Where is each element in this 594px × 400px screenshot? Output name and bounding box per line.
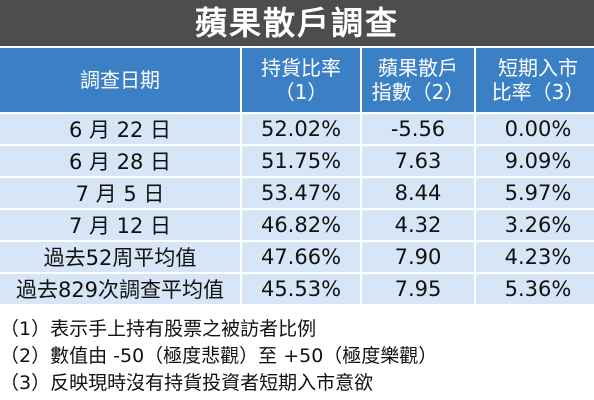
- table-cell: 過去52周平均值: [0, 242, 240, 272]
- title: 蘋果散戶調查: [0, 0, 594, 46]
- note: （2）數值由 -50（極度悲觀）至 +50（極度樂觀）: [0, 345, 438, 367]
- header-cell: 短期入市 比率（3）: [476, 48, 594, 112]
- table-cell: 46.82%: [242, 210, 360, 240]
- notes: （1）表示手上持有股票之被訪者比例 （2）數值由 -50（極度悲觀）至 +50（極…: [0, 316, 437, 397]
- note: （3）反映現時沒有持貨投資者短期入市意欲: [0, 372, 374, 394]
- table-cell: 5.97%: [476, 178, 594, 208]
- table-cell: 過去829次調查平均值: [0, 274, 240, 304]
- header-cell: 調查日期: [0, 48, 240, 112]
- header-line: 調查日期: [80, 68, 160, 92]
- table-cell: 0.00%: [476, 114, 594, 144]
- header-line: 短期入市: [498, 56, 578, 80]
- table-cell: 9.09%: [476, 146, 594, 176]
- table-cell: 4.32: [362, 210, 474, 240]
- table-cell: 5.36%: [476, 274, 594, 304]
- table-cell: 6 月 28 日: [0, 146, 240, 176]
- table-cell: 7.90: [362, 242, 474, 272]
- table-cell: 7.63: [362, 146, 474, 176]
- table-cell: 3.26%: [476, 210, 594, 240]
- header-line: （1）: [274, 80, 328, 104]
- header-line: 蘋果散戶: [378, 56, 458, 80]
- table-cell: 45.53%: [242, 274, 360, 304]
- header-line: 持貨比率: [261, 56, 341, 80]
- note: （1）表示手上持有股票之被訪者比例: [0, 318, 317, 340]
- survey-table: 調查日期 持貨比率 （1） 蘋果散戶 指數（2） 短期入市 比率（3） 6 月 22 日 52.…: [0, 48, 594, 304]
- table-cell: 7 月 12 日: [0, 210, 240, 240]
- table-cell: 51.75%: [242, 146, 360, 176]
- table-cell: 4.23%: [476, 242, 594, 272]
- table-cell: 47.66%: [242, 242, 360, 272]
- table-cell: 7.95: [362, 274, 474, 304]
- table-cell: 52.02%: [242, 114, 360, 144]
- header-line: 指數（2）: [371, 80, 465, 104]
- header-line: 比率（3）: [491, 80, 585, 104]
- table-cell: 8.44: [362, 178, 474, 208]
- header-cell: 持貨比率 （1）: [242, 48, 360, 112]
- table-cell: 6 月 22 日: [0, 114, 240, 144]
- table-cell: -5.56: [362, 114, 474, 144]
- header-cell: 蘋果散戶 指數（2）: [362, 48, 474, 112]
- table-cell: 53.47%: [242, 178, 360, 208]
- table-cell: 7 月 5 日: [0, 178, 240, 208]
